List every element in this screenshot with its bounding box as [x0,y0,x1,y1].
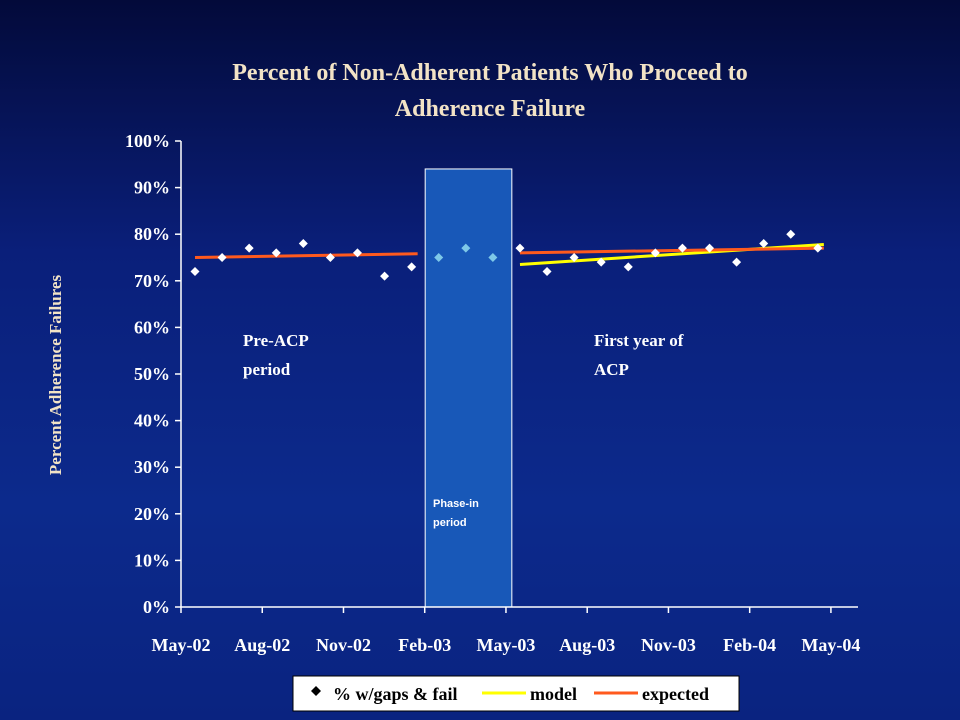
data-point [596,257,606,267]
data-point [461,243,471,253]
x-tick-label: Nov-02 [316,635,371,655]
data-point [623,262,633,272]
data-point [244,243,254,253]
data-points [190,229,823,281]
x-tick-label: May-04 [801,635,860,655]
data-point [217,253,227,262]
data-point [325,253,335,262]
expected-line-post [519,246,824,255]
y-tick-label: 70% [134,271,170,291]
data-point [813,243,823,253]
legend-label-expected: expected [642,684,709,704]
legend-label-points: % w/gaps & fail [333,684,458,704]
data-point [759,239,769,249]
phase-in-region [424,168,513,608]
legend: % w/gaps & fail model expected [292,675,740,712]
y-tick-label: 80% [134,224,170,244]
x-tick-label: May-03 [476,635,535,655]
y-tick-label: 100% [125,131,170,151]
expected-line-pre [194,252,418,259]
data-point [352,248,362,258]
y-tick-label: 50% [134,364,170,384]
y-tick-label: 40% [134,411,170,431]
x-ticks: May-02 Aug-02 Nov-02 Feb-03 May-03 Aug-03 Nov-… [152,607,860,655]
data-point [542,266,552,276]
data-point [488,253,498,262]
annotation-post-line2: ACP [594,360,629,379]
chart-title-line1: Percent of Non-Adherent Patients Who Pro… [232,60,748,86]
y-tick-label: 10% [134,550,170,570]
y-tick-label: 30% [134,457,170,477]
data-point [705,243,715,253]
data-point [732,257,742,267]
data-point [434,253,444,262]
data-point [650,248,660,258]
x-tick-label: Feb-04 [723,635,776,655]
y-ticks: 0% 10% 20% 30% 40% 50% 60% 70% 80% 90% 100% [125,131,181,617]
y-tick-label: 90% [134,178,170,198]
annotation-phase-line2: period [433,517,467,529]
y-tick-label: 0% [143,597,170,617]
data-point [298,239,308,249]
data-point [569,253,579,262]
chart-title-line2: Adherence Failure [394,96,586,122]
x-tick-label: Aug-03 [559,635,615,655]
annotation-pre-line2: period [243,360,291,379]
data-point [407,262,417,272]
data-point [677,243,687,253]
data-point [786,229,796,239]
x-tick-label: Nov-03 [641,635,696,655]
data-point [271,248,281,258]
annotation-post-line1: First year of [594,331,684,350]
data-point [190,266,200,276]
chart-title: Percent of Non-Adherent Patients Who Pro… [0,55,960,127]
x-tick-label: May-02 [152,635,211,655]
y-tick-label: 60% [134,317,170,337]
legend-label-model: model [530,684,577,704]
annotation-pre-line1: Pre-ACP [243,331,309,350]
data-point [515,243,525,253]
x-tick-label: Aug-02 [234,635,290,655]
annotation-phase-line1: Phase-in [433,498,479,510]
trend-lines [194,242,824,266]
y-tick-label: 20% [134,504,170,524]
data-point [380,271,390,281]
legend-diamond-marker [311,686,321,696]
x-tick-label: Feb-03 [398,635,451,655]
